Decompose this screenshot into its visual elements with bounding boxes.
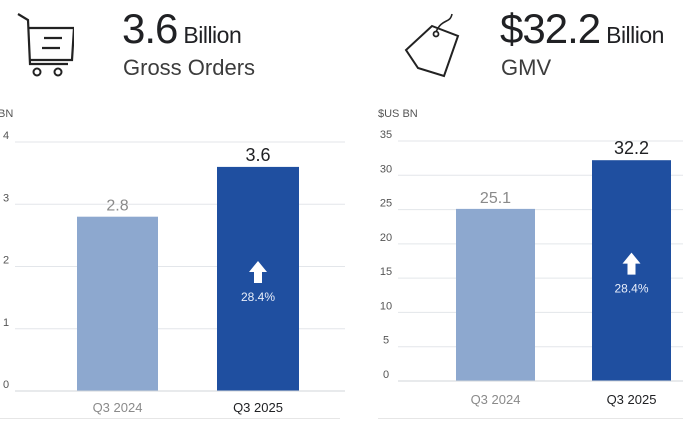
y-tick-label: 2	[3, 255, 9, 267]
y-axis-label: $US BN	[378, 108, 418, 120]
x-tick-label: Q3 2025	[607, 392, 657, 407]
y-tick-label: 1	[3, 317, 9, 329]
headline-unit: Billion	[183, 22, 242, 48]
headline-label: GMV	[501, 55, 552, 80]
bar-q3-2024	[456, 208, 535, 381]
y-tick-label: 35	[380, 129, 392, 141]
headline-label: Gross Orders	[123, 55, 256, 80]
divider	[378, 418, 683, 419]
x-tick-label: Q3 2024	[93, 400, 143, 415]
data-label: 3.6	[245, 145, 270, 165]
y-tick-label: 3	[3, 192, 9, 204]
y-tick-label: 10	[380, 300, 392, 312]
growth-annotation: 28.4%	[241, 290, 275, 304]
headline-value: 3.6	[122, 5, 178, 52]
gross-orders-chart: BN 0 1 2 3 4 2.8 Q3 2024 3.6 Q3 2025 28.4%	[0, 108, 345, 415]
shopping-cart-icon	[12, 8, 76, 85]
gmv-chart: $US BN 0 5 10 15 20 25 30 35 25.1 Q3 2024 32.2 Q3 20…	[378, 108, 683, 407]
y-tick-label: 15	[380, 266, 392, 278]
price-tag-icon	[402, 10, 464, 87]
y-tick-label: 20	[380, 232, 392, 244]
bar-q3-2024	[77, 216, 158, 391]
headline-value: $32.2	[500, 5, 601, 52]
y-tick-label: 0	[383, 369, 389, 381]
x-tick-label: Q3 2025	[233, 400, 283, 415]
x-tick-label: Q3 2024	[471, 392, 521, 407]
up-arrow-icon	[622, 252, 641, 275]
data-label: 2.8	[106, 198, 128, 215]
headline-unit: Billion	[606, 22, 664, 48]
y-axis-label: BN	[0, 108, 13, 120]
data-label: 32.2	[614, 138, 649, 158]
growth-annotation: 28.4%	[614, 282, 648, 296]
data-label: 25.1	[480, 190, 511, 207]
y-tick-label: 4	[3, 130, 9, 142]
y-tick-label: 0	[3, 379, 9, 391]
gmv-headline: $32.2 Billion	[500, 8, 664, 50]
y-tick-label: 30	[380, 163, 392, 175]
divider	[0, 418, 340, 419]
y-tick-label: 5	[383, 335, 389, 347]
y-tick-label: 25	[380, 198, 392, 210]
gross-orders-headline: 3.6 Billion	[122, 5, 242, 52]
up-arrow-icon	[249, 260, 267, 283]
